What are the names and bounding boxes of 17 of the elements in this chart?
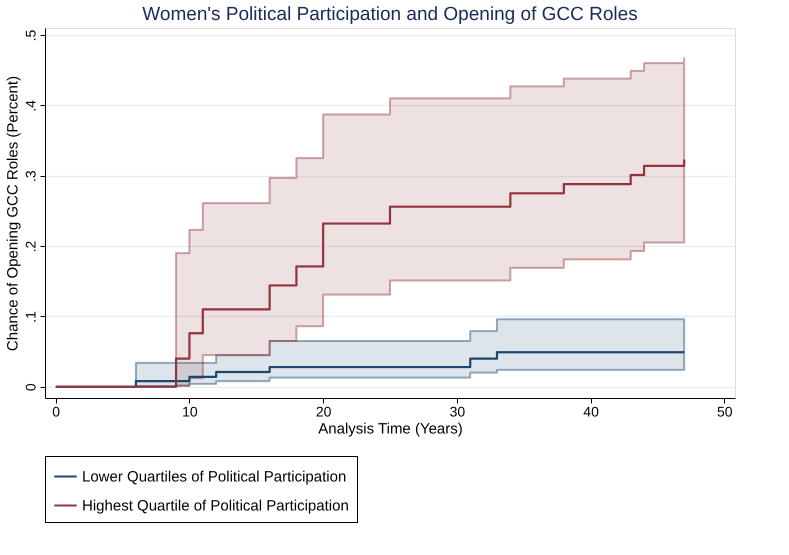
- chart-title: Women's Political Participation and Opening of GCC Roles: [142, 4, 638, 25]
- y-tick-label: .3: [22, 170, 38, 182]
- x-tick-label: 40: [583, 404, 600, 420]
- x-tick-label: 50: [717, 404, 733, 420]
- legend-label: Lower Quartiles of Political Participation: [82, 468, 346, 486]
- y-tick-label: 0: [22, 383, 38, 392]
- y-axis-title: Chance of Opening GCC Roles (Percent): [4, 76, 22, 352]
- y-tick-label: .2: [22, 240, 38, 252]
- x-tick-label: 0: [52, 404, 60, 420]
- x-tick-label: 20: [316, 404, 332, 420]
- x-axis-title: Analysis Time (Years): [318, 420, 463, 438]
- y-tick-label: .4: [22, 100, 38, 112]
- x-tick-label: 30: [450, 404, 466, 420]
- legend-label: Highest Quartile of Political Participation: [82, 498, 349, 514]
- y-tick-label: .1: [22, 310, 38, 323]
- y-tick-label: .5: [22, 29, 38, 42]
- x-tick-label: 10: [182, 404, 198, 420]
